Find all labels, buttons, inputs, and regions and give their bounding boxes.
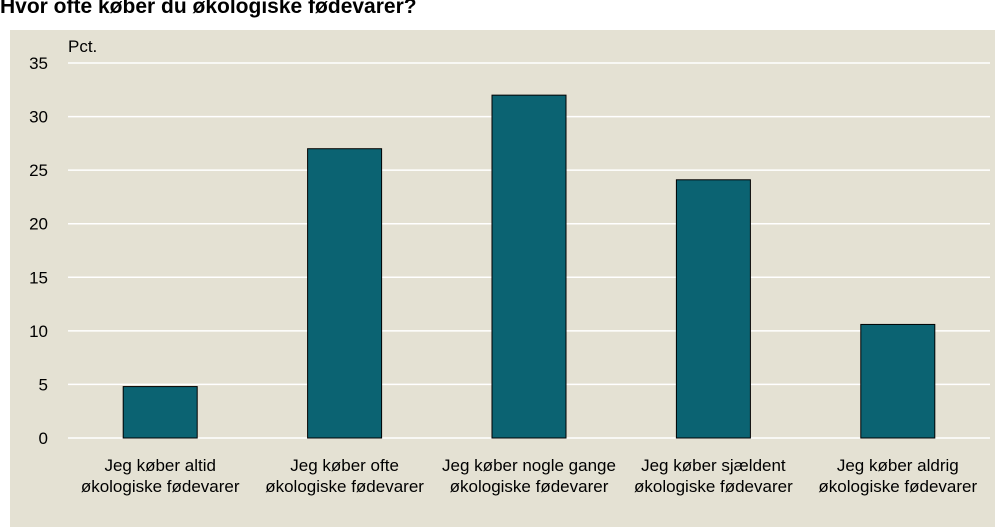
x-tick-label: Jeg køber altid økologiske fødevarer [80, 456, 240, 496]
y-tick-label: 5 [39, 375, 48, 394]
x-tick-label: Jeg køber aldrig økologiske fødevarer [818, 456, 978, 496]
bar [307, 148, 383, 439]
bar [491, 94, 567, 439]
chart-title: Hvor ofte køber du økologiske fødevarer? [0, 0, 417, 18]
y-axis-label: Pct. [68, 37, 97, 56]
y-tick-label: 20 [29, 215, 48, 234]
x-tick-label: Jeg køber nogle gange økologiske fødevar… [442, 456, 616, 496]
y-tick-label: 10 [29, 322, 48, 341]
y-tick-label: 25 [29, 161, 48, 180]
y-tick-label: 30 [29, 108, 48, 127]
bar [860, 323, 936, 439]
y-tick-label: 35 [29, 54, 48, 73]
x-tick-label: Jeg køber ofte økologiske fødevarer [265, 456, 424, 496]
bar [675, 179, 751, 439]
y-tick-label: 15 [29, 268, 48, 287]
y-tick-label: 0 [39, 429, 48, 448]
x-tick-label: Jeg køber sjældent økologiske fødevarer [634, 456, 793, 496]
bar [122, 386, 198, 439]
